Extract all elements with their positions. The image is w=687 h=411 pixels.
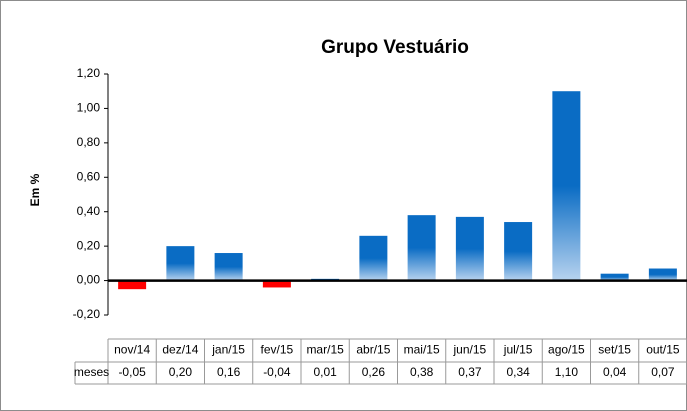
bar — [504, 222, 533, 281]
y-tick-label: -0,20 — [73, 307, 101, 321]
x-tick-label: mar/15 — [306, 343, 344, 357]
bar — [359, 235, 388, 281]
table-value: 0,34 — [506, 365, 530, 379]
y-tick-label: 0,40 — [77, 204, 101, 218]
bar — [262, 280, 291, 288]
x-tick-label: mai/15 — [404, 343, 440, 357]
x-tick-label: jul/15 — [503, 343, 533, 357]
table-value: -0,04 — [263, 365, 291, 379]
y-tick-label: 0,00 — [77, 273, 101, 287]
table-value: 0,16 — [217, 365, 241, 379]
chart-title: Grupo Vestuário — [321, 37, 469, 58]
bar — [214, 253, 243, 281]
bar — [552, 91, 581, 281]
bar — [407, 215, 436, 281]
bar — [166, 246, 195, 281]
table-value: 0,07 — [651, 365, 675, 379]
y-tick-label: 0,60 — [77, 169, 101, 183]
x-tick-label: ago/15 — [548, 343, 585, 357]
bar — [600, 273, 629, 281]
y-tick-label: 0,80 — [77, 135, 101, 149]
bar — [648, 268, 677, 281]
y-tick-label: 1,00 — [77, 101, 101, 115]
x-tick-label: jan/15 — [211, 343, 245, 357]
table-value: 0,04 — [603, 365, 627, 379]
table-value: 0,20 — [169, 365, 193, 379]
bar — [455, 216, 484, 281]
y-axis-label: Em % — [28, 173, 42, 206]
x-tick-label: jun/15 — [453, 343, 487, 357]
x-tick-label: dez/14 — [162, 343, 198, 357]
x-tick-label: fev/15 — [261, 343, 294, 357]
x-tick-label: set/15 — [598, 343, 631, 357]
x-tick-label: nov/14 — [114, 343, 150, 357]
x-tick-label: out/15 — [646, 343, 680, 357]
bar — [118, 280, 147, 290]
table-value: 1,10 — [555, 365, 579, 379]
table-value: 0,01 — [313, 365, 337, 379]
x-tick-label: abr/15 — [356, 343, 390, 357]
table-value: 0,38 — [410, 365, 434, 379]
table-series-name: meses — [74, 365, 109, 379]
table-value: -0,05 — [118, 365, 146, 379]
table-value: 0,37 — [458, 365, 482, 379]
y-tick-label: 1,20 — [77, 66, 101, 80]
table-value: 0,26 — [362, 365, 386, 379]
y-tick-label: 0,20 — [77, 238, 101, 252]
